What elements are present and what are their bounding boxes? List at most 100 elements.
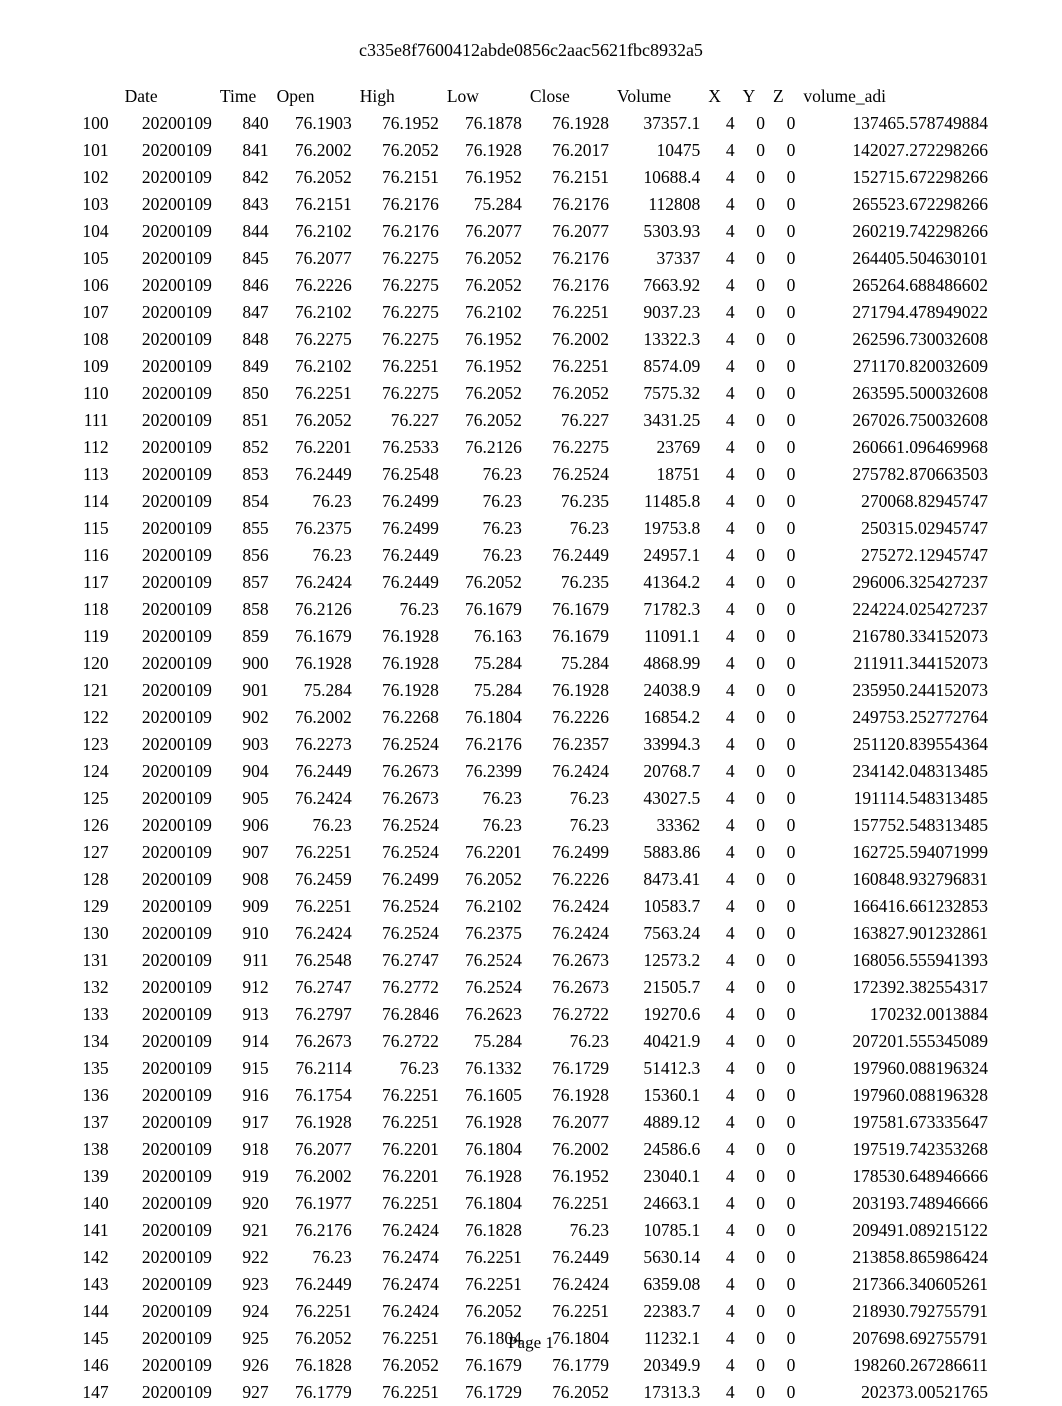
table-cell: 43027.5 <box>613 785 704 812</box>
table-cell: 4 <box>704 299 738 326</box>
table-row: 1422020010992276.2376.247476.225176.2449… <box>70 1244 992 1271</box>
table-cell: 4 <box>704 137 738 164</box>
table-cell: 20200109 <box>121 704 216 731</box>
table-cell: 133 <box>70 1001 121 1028</box>
table-cell: 0 <box>739 137 769 164</box>
table-cell: 10688.4 <box>613 164 704 191</box>
table-cell: 275782.870663503 <box>799 461 992 488</box>
table-cell: 76.1952 <box>443 164 526 191</box>
table-header-row: DateTimeOpenHighLowCloseVolumeXYZvolume_… <box>70 83 992 110</box>
table-cell: 76.2673 <box>526 974 613 1001</box>
table-cell: 0 <box>739 569 769 596</box>
table-cell: 263595.500032608 <box>799 380 992 407</box>
table-cell: 0 <box>739 1298 769 1325</box>
table-cell: 76.1828 <box>273 1352 356 1379</box>
table-cell: 76.2846 <box>356 1001 443 1028</box>
table-cell: 76.2499 <box>356 488 443 515</box>
table-cell: 262596.730032608 <box>799 326 992 353</box>
table-cell: 76.2524 <box>443 947 526 974</box>
table-cell: 76.1332 <box>443 1055 526 1082</box>
table-cell: 4 <box>704 677 738 704</box>
table-cell: 20200109 <box>121 1298 216 1325</box>
table-cell: 24586.6 <box>613 1136 704 1163</box>
table-row: 1322020010991276.274776.277276.252476.26… <box>70 974 992 1001</box>
table-cell: 76.2499 <box>356 515 443 542</box>
table-cell: 76.2052 <box>356 1352 443 1379</box>
table-cell: 76.1952 <box>356 110 443 137</box>
table-cell: 0 <box>769 1244 799 1271</box>
table-cell: 76.2251 <box>356 353 443 380</box>
table-cell: 136 <box>70 1082 121 1109</box>
table-cell: 851 <box>216 407 273 434</box>
table-cell: 0 <box>739 1028 769 1055</box>
table-row: 1102020010985076.225176.227576.205276.20… <box>70 380 992 407</box>
table-cell: 20200109 <box>121 191 216 218</box>
table-cell: 213858.865986424 <box>799 1244 992 1271</box>
table-row: 1442020010992476.225176.242476.205276.22… <box>70 1298 992 1325</box>
table-cell: 907 <box>216 839 273 866</box>
table-cell: 191114.548313485 <box>799 785 992 812</box>
table-cell: 4 <box>704 1001 738 1028</box>
table-cell: 0 <box>739 1001 769 1028</box>
table-cell: 0 <box>769 731 799 758</box>
table-cell: 0 <box>739 1190 769 1217</box>
table-cell: 76.2052 <box>443 866 526 893</box>
table-cell: 76.2052 <box>443 1298 526 1325</box>
table-cell: 127 <box>70 839 121 866</box>
table-cell: 4 <box>704 731 738 758</box>
table-cell: 20200109 <box>121 731 216 758</box>
table-cell: 0 <box>769 1298 799 1325</box>
table-cell: 0 <box>739 1136 769 1163</box>
page-title: c335e8f7600412abde0856c2aac5621fbc8932a5 <box>70 40 992 61</box>
table-cell: 76.2722 <box>356 1028 443 1055</box>
table-cell: 20200109 <box>121 137 216 164</box>
table-cell: 76.1828 <box>443 1217 526 1244</box>
table-cell: 20200109 <box>121 407 216 434</box>
table-cell: 140 <box>70 1190 121 1217</box>
table-cell: 4 <box>704 947 738 974</box>
table-cell: 926 <box>216 1352 273 1379</box>
table-cell: 120 <box>70 650 121 677</box>
table-cell: 4 <box>704 1190 738 1217</box>
table-cell: 129 <box>70 893 121 920</box>
table-cell: 76.2052 <box>356 137 443 164</box>
table-cell: 76.2151 <box>526 164 613 191</box>
table-cell: 0 <box>769 785 799 812</box>
table-cell: 115 <box>70 515 121 542</box>
table-cell: 147 <box>70 1379 121 1406</box>
table-cell: 918 <box>216 1136 273 1163</box>
table-cell: 915 <box>216 1055 273 1082</box>
table-row: 1402020010992076.197776.225176.180476.22… <box>70 1190 992 1217</box>
table-cell: 71782.3 <box>613 596 704 623</box>
table-cell: 37357.1 <box>613 110 704 137</box>
table-cell: 207201.555345089 <box>799 1028 992 1055</box>
table-cell: 6359.08 <box>613 1271 704 1298</box>
table-cell: 160848.932796831 <box>799 866 992 893</box>
table-cell: 76.2052 <box>273 407 356 434</box>
table-cell: 235950.244152073 <box>799 677 992 704</box>
data-table: DateTimeOpenHighLowCloseVolumeXYZvolume_… <box>70 83 992 1406</box>
table-cell: 855 <box>216 515 273 542</box>
table-cell: 76.2052 <box>443 272 526 299</box>
table-row: 1332020010991376.279776.284676.262376.27… <box>70 1001 992 1028</box>
table-cell: 76.2275 <box>526 434 613 461</box>
table-cell: 76.2673 <box>356 785 443 812</box>
table-cell: 0 <box>769 380 799 407</box>
table-cell: 267026.750032608 <box>799 407 992 434</box>
table-cell: 135 <box>70 1055 121 1082</box>
table-cell: 20768.7 <box>613 758 704 785</box>
table-cell: 927 <box>216 1379 273 1406</box>
table-cell: 76.2449 <box>526 542 613 569</box>
table-cell: 0 <box>769 974 799 1001</box>
table-cell: 76.2673 <box>273 1028 356 1055</box>
table-cell: 76.2449 <box>356 542 443 569</box>
table-cell: 0 <box>739 1109 769 1136</box>
table-cell: 76.2275 <box>273 326 356 353</box>
table-cell: 76.2102 <box>273 299 356 326</box>
table-cell: 0 <box>739 1217 769 1244</box>
table-cell: 13322.3 <box>613 326 704 353</box>
table-row: 1112020010985176.205276.22776.205276.227… <box>70 407 992 434</box>
table-cell: 117 <box>70 569 121 596</box>
table-cell: 76.2251 <box>356 1190 443 1217</box>
table-cell: 0 <box>739 1352 769 1379</box>
